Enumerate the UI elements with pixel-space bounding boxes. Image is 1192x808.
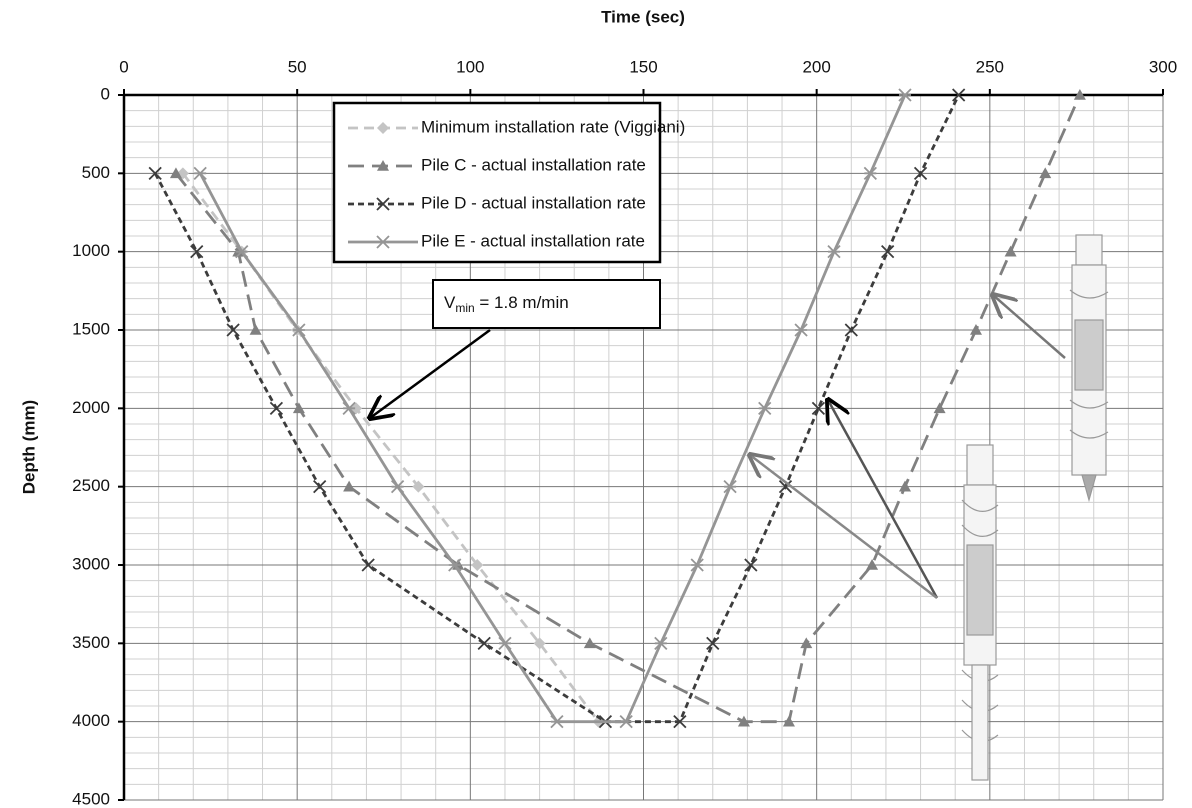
y-tick-label: 2000 bbox=[72, 398, 110, 417]
marker bbox=[376, 235, 390, 249]
marker bbox=[226, 323, 240, 337]
marker bbox=[898, 88, 912, 102]
x-axis-title: Time (sec) bbox=[601, 7, 685, 26]
marker bbox=[376, 197, 390, 211]
marker bbox=[619, 715, 633, 729]
marker bbox=[690, 558, 704, 572]
x-tick-label: 100 bbox=[456, 57, 484, 76]
marker bbox=[269, 401, 284, 415]
legend: Minimum installation rate (Viggiani) Pile… bbox=[332, 101, 685, 264]
marker bbox=[193, 166, 207, 180]
x-tick-label: 0 bbox=[119, 57, 128, 76]
marker bbox=[448, 558, 462, 572]
marker bbox=[498, 636, 512, 650]
legend-label: Pile D - actual installation rate bbox=[421, 193, 646, 212]
y-tick-label: 3000 bbox=[72, 554, 110, 573]
annotation-subscript: min bbox=[455, 301, 474, 315]
marker bbox=[794, 323, 808, 337]
y-tick-label: 1500 bbox=[72, 319, 110, 338]
marker bbox=[169, 167, 182, 179]
marker bbox=[654, 636, 668, 650]
pile-illustration bbox=[961, 234, 1109, 781]
annotation-box bbox=[432, 279, 661, 329]
marker bbox=[723, 480, 737, 494]
marker bbox=[583, 637, 596, 649]
marker bbox=[148, 166, 162, 180]
plot bbox=[148, 88, 1086, 729]
marker bbox=[913, 166, 928, 180]
legend-label: Pile E - actual installation rate bbox=[421, 231, 645, 250]
marker bbox=[827, 245, 841, 259]
x-tick-label: 300 bbox=[1149, 57, 1177, 76]
marker bbox=[471, 559, 484, 571]
arrows bbox=[370, 295, 1066, 599]
marker bbox=[866, 559, 879, 570]
y-tick-label: 0 bbox=[101, 84, 110, 103]
annotation-text: = 1.8 m/min bbox=[475, 293, 569, 312]
marker bbox=[477, 636, 491, 650]
marker bbox=[1039, 167, 1052, 179]
marker bbox=[1004, 245, 1017, 257]
marker bbox=[292, 323, 306, 337]
marker bbox=[969, 324, 982, 335]
marker bbox=[782, 715, 795, 727]
y-axis-title: Depth (mm) bbox=[19, 400, 38, 494]
marker bbox=[313, 480, 327, 494]
marker bbox=[235, 245, 249, 259]
marker bbox=[342, 401, 356, 415]
x-tick-label: 150 bbox=[629, 57, 657, 76]
y-tick-label: 1000 bbox=[72, 241, 110, 260]
marker bbox=[361, 558, 375, 572]
marker bbox=[533, 637, 546, 650]
marker bbox=[811, 401, 826, 415]
marker bbox=[673, 715, 687, 729]
legend-label: Minimum installation rate (Viggiani) bbox=[421, 117, 685, 136]
x-tick-label: 250 bbox=[976, 57, 1004, 76]
marker bbox=[377, 160, 389, 171]
annotation-symbol: V bbox=[444, 293, 456, 312]
marker bbox=[952, 88, 966, 102]
marker bbox=[1073, 89, 1086, 100]
x-tick-label: 200 bbox=[802, 57, 830, 76]
marker bbox=[706, 636, 720, 650]
x-tick-label: 50 bbox=[288, 57, 307, 76]
marker bbox=[744, 558, 758, 572]
marker bbox=[343, 480, 356, 492]
marker bbox=[190, 245, 204, 259]
marker bbox=[800, 637, 813, 649]
y-tick-label: 3500 bbox=[72, 633, 110, 652]
marker bbox=[933, 402, 946, 414]
marker bbox=[292, 402, 305, 414]
y-tick-label: 500 bbox=[82, 163, 110, 182]
marker bbox=[881, 245, 895, 259]
y-tick-label: 4000 bbox=[72, 711, 110, 730]
marker bbox=[863, 166, 877, 180]
marker bbox=[390, 480, 405, 494]
marker bbox=[412, 480, 425, 493]
y-tick-label: 2500 bbox=[72, 476, 110, 495]
marker bbox=[778, 480, 793, 494]
marker bbox=[898, 480, 911, 492]
legend-label: Pile C - actual installation rate bbox=[421, 155, 646, 174]
y-tick-label: 4500 bbox=[72, 789, 110, 808]
marker bbox=[844, 323, 858, 337]
marker bbox=[737, 715, 750, 727]
marker bbox=[377, 122, 389, 134]
marker bbox=[249, 324, 262, 335]
marker bbox=[550, 715, 564, 729]
marker bbox=[758, 401, 772, 415]
annotation: Vmin = 1.8 m/min bbox=[444, 293, 569, 315]
